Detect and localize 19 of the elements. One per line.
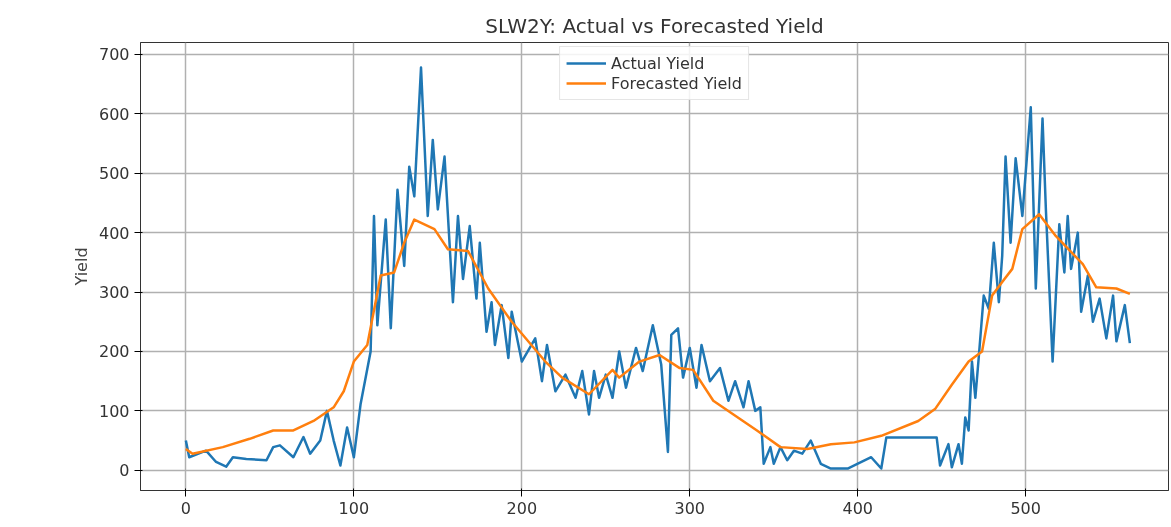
legend-label: Forecasted Yield — [611, 73, 742, 93]
x-tick-label: 0 — [180, 498, 191, 518]
x-tick-label: 400 — [842, 498, 874, 518]
y-tick-label: 200 — [98, 342, 130, 362]
legend-label: Actual Yield — [611, 53, 705, 73]
line-series — [184, 212, 1132, 455]
y-axis-title: Yield — [71, 247, 91, 287]
y-tick-label: 400 — [98, 223, 130, 243]
y-tick-label: 700 — [98, 45, 130, 65]
chart-title: SLW2Y: Actual vs Forecasted Yield — [485, 13, 824, 38]
y-tick-label: 0 — [119, 461, 130, 481]
y-tick-label: 600 — [98, 104, 130, 124]
y-tick-label: 300 — [98, 283, 130, 303]
y-tick-label: 500 — [98, 164, 130, 184]
x-tick-label: 500 — [1010, 498, 1041, 518]
x-tick-label: 100 — [338, 498, 370, 518]
x-tick-label: 300 — [674, 498, 706, 518]
y-tick-label: 100 — [98, 401, 130, 421]
x-tick-label: 200 — [506, 498, 538, 518]
